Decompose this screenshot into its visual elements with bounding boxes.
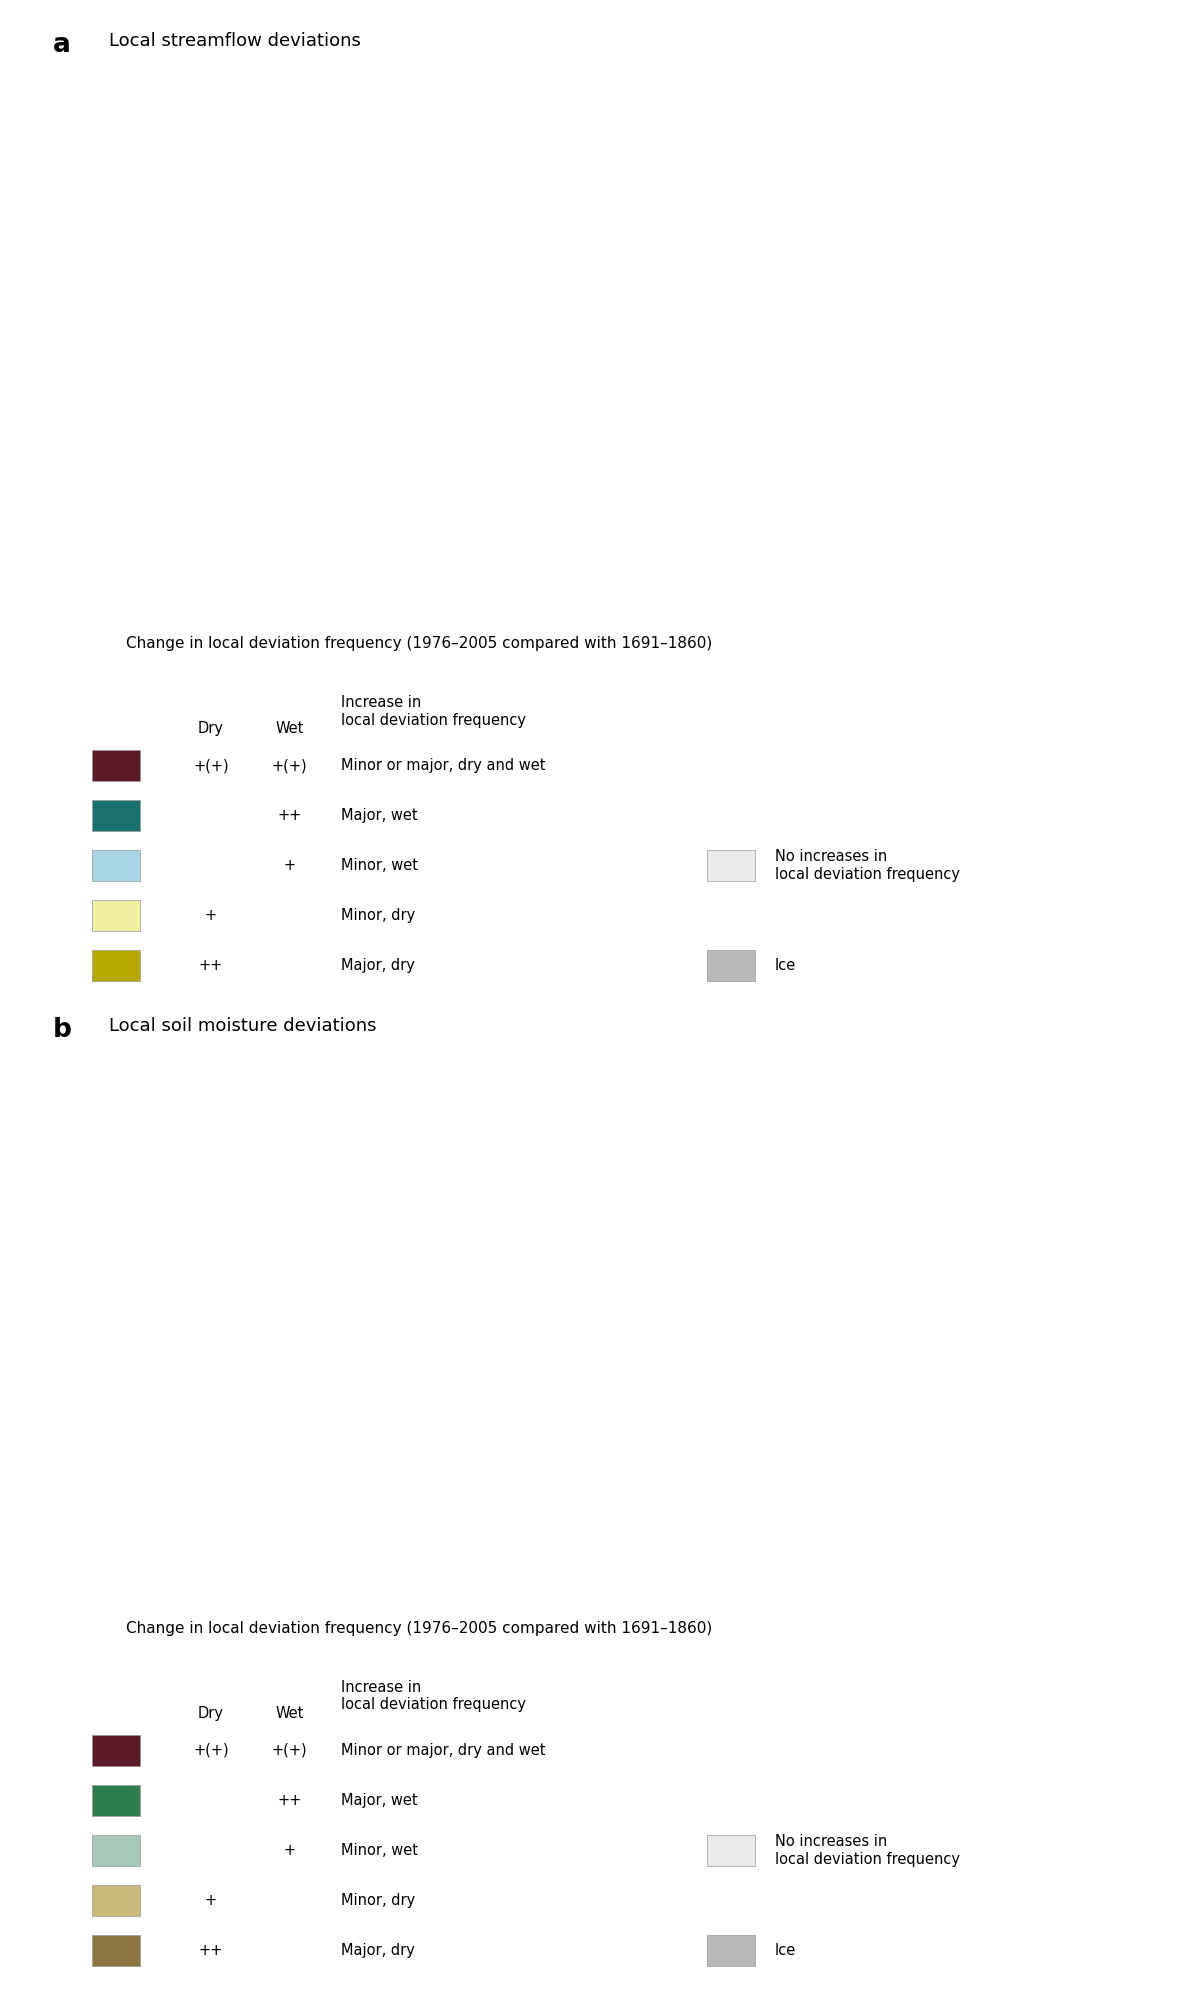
- Text: Minor or major, dry and wet: Minor or major, dry and wet: [341, 1742, 545, 1758]
- Bar: [92, 1736, 139, 1766]
- Text: Increase in
local deviation frequency: Increase in local deviation frequency: [341, 1680, 526, 1712]
- Bar: [92, 1836, 139, 1866]
- Text: Major, dry: Major, dry: [341, 1942, 414, 1958]
- Text: Minor or major, dry and wet: Minor or major, dry and wet: [341, 758, 545, 774]
- Text: Change in local deviation frequency (1976–2005 compared with 1691–1860): Change in local deviation frequency (197…: [126, 636, 713, 650]
- Text: Dry: Dry: [198, 1706, 224, 1720]
- Text: ++: ++: [277, 1792, 302, 1808]
- Bar: [707, 850, 755, 880]
- Text: +(+): +(+): [193, 758, 229, 774]
- Text: +: +: [205, 1892, 217, 1908]
- Text: ++: ++: [199, 958, 223, 974]
- Text: Ice: Ice: [775, 958, 796, 974]
- Text: No increases in
local deviation frequency: No increases in local deviation frequenc…: [775, 1834, 960, 1866]
- Text: Wet: Wet: [276, 722, 304, 736]
- Text: Major, dry: Major, dry: [341, 958, 414, 974]
- Bar: [92, 850, 139, 880]
- Text: Ice: Ice: [775, 1942, 796, 1958]
- Bar: [92, 800, 139, 830]
- Text: Change in local deviation frequency (1976–2005 compared with 1691–1860): Change in local deviation frequency (197…: [126, 1620, 713, 1636]
- Text: +(+): +(+): [272, 1742, 307, 1758]
- Bar: [92, 1886, 139, 1916]
- Bar: [707, 1936, 755, 1966]
- Text: +(+): +(+): [193, 1742, 229, 1758]
- Text: Wet: Wet: [276, 1706, 304, 1720]
- Text: Major, wet: Major, wet: [341, 1792, 418, 1808]
- Text: Minor, dry: Minor, dry: [341, 1892, 415, 1908]
- Text: Major, wet: Major, wet: [341, 808, 418, 824]
- Text: Minor, wet: Minor, wet: [341, 1842, 418, 1858]
- Bar: [707, 950, 755, 980]
- Text: +: +: [283, 858, 296, 874]
- Text: ++: ++: [199, 1942, 223, 1958]
- Text: ++: ++: [277, 808, 302, 824]
- Text: Dry: Dry: [198, 722, 224, 736]
- Bar: [92, 900, 139, 930]
- Bar: [707, 1836, 755, 1866]
- Text: No increases in
local deviation frequency: No increases in local deviation frequenc…: [775, 850, 960, 882]
- Text: Increase in
local deviation frequency: Increase in local deviation frequency: [341, 696, 526, 728]
- Text: Minor, wet: Minor, wet: [341, 858, 418, 874]
- Bar: [92, 1936, 139, 1966]
- Text: +: +: [205, 908, 217, 924]
- Text: +: +: [283, 1842, 296, 1858]
- Text: a: a: [53, 32, 71, 58]
- Bar: [92, 950, 139, 980]
- Text: b: b: [53, 1016, 72, 1042]
- Text: +(+): +(+): [272, 758, 307, 774]
- Text: Minor, dry: Minor, dry: [341, 908, 415, 924]
- Bar: [92, 750, 139, 780]
- Text: Local streamflow deviations: Local streamflow deviations: [109, 32, 361, 50]
- Bar: [92, 1786, 139, 1816]
- Text: Local soil moisture deviations: Local soil moisture deviations: [109, 1016, 377, 1034]
